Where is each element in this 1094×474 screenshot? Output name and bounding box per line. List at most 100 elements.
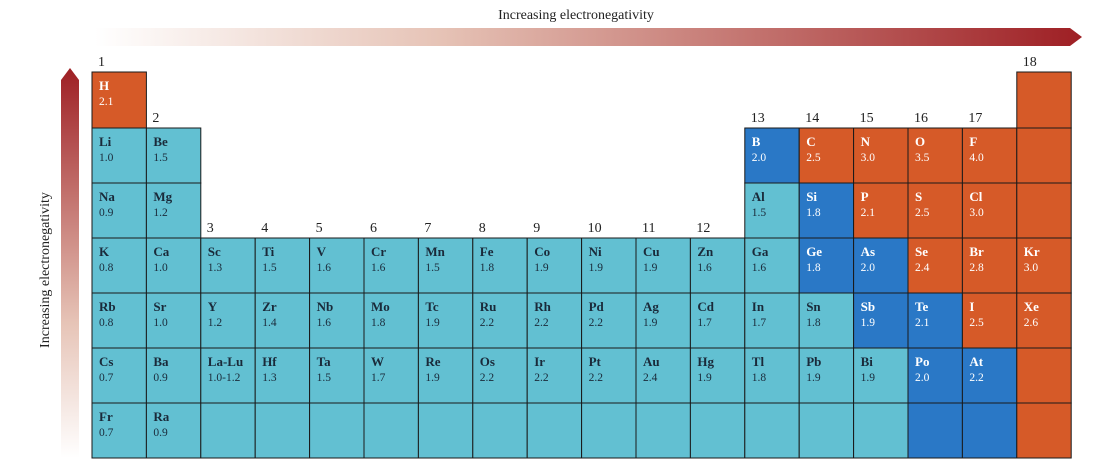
element-cell-la-lu: La-Lu 1.0-1.2 bbox=[200, 347, 256, 404]
element-cell-po: Po 2.0 bbox=[907, 347, 963, 404]
electronegativity-value: 1.9 bbox=[643, 262, 658, 274]
cell-background bbox=[254, 237, 311, 294]
element-cell-n: N 3.0 bbox=[853, 127, 909, 184]
cell-background bbox=[200, 402, 256, 459]
element-symbol: Ir bbox=[534, 354, 545, 369]
element-cell-ga: Ga 1.6 bbox=[744, 237, 800, 294]
element-cell-te: Te 2.1 bbox=[907, 292, 963, 349]
element-cell-na: Na 0.9 bbox=[91, 182, 147, 239]
element-symbol: Sb bbox=[861, 299, 875, 314]
cell-background bbox=[907, 402, 963, 459]
group-number-7: 7 bbox=[424, 221, 431, 236]
element-cell-al: Al 1.5 bbox=[744, 182, 800, 239]
element-cell-blank bbox=[961, 402, 1018, 459]
group-number-13: 13 bbox=[751, 111, 765, 126]
cell-background bbox=[798, 182, 855, 239]
group-number-12: 12 bbox=[696, 221, 710, 236]
element-cell-co: Co 1.9 bbox=[526, 237, 583, 294]
element-symbol: Na bbox=[99, 189, 115, 204]
cell-background bbox=[472, 402, 528, 459]
group-number-18: 18 bbox=[1023, 55, 1037, 70]
element-symbol: Zn bbox=[697, 244, 714, 259]
cell-background bbox=[1016, 182, 1072, 239]
element-cell-bi: Bi 1.9 bbox=[853, 347, 909, 404]
group-number-5: 5 bbox=[316, 221, 323, 236]
element-symbol: K bbox=[99, 244, 110, 259]
cell-background bbox=[200, 237, 256, 294]
element-cell-blank bbox=[363, 402, 419, 459]
cell-background bbox=[91, 402, 147, 459]
cell-background bbox=[581, 237, 637, 294]
element-symbol: S bbox=[915, 189, 922, 204]
element-cell-blank bbox=[798, 402, 855, 459]
element-cell-h: H 2.1 bbox=[91, 71, 147, 129]
element-symbol: Pb bbox=[806, 354, 821, 369]
electronegativity-value: 2.0 bbox=[915, 372, 930, 384]
element-cell-ca: Ca 1.0 bbox=[145, 237, 202, 294]
element-symbol: Zr bbox=[262, 299, 277, 314]
element-cell-si: Si 1.8 bbox=[798, 182, 855, 239]
element-symbol: Br bbox=[969, 244, 984, 259]
element-symbol: Po bbox=[915, 354, 929, 369]
element-symbol: N bbox=[861, 134, 871, 149]
element-cell-y: Y 1.2 bbox=[200, 292, 256, 349]
cell-background bbox=[907, 237, 963, 294]
electronegativity-value: 1.9 bbox=[425, 372, 440, 384]
element-cell-kr: Kr 3.0 bbox=[1016, 237, 1072, 294]
electronegativity-value: 1.6 bbox=[317, 262, 332, 274]
element-symbol: Cd bbox=[697, 299, 714, 314]
element-cell-blank bbox=[200, 402, 256, 459]
element-cell-cd: Cd 1.7 bbox=[689, 292, 746, 349]
element-symbol: C bbox=[806, 134, 815, 149]
cell-background bbox=[526, 402, 583, 459]
element-cell-ti: Ti 1.5 bbox=[254, 237, 311, 294]
cell-background bbox=[907, 182, 963, 239]
element-cell-ni: Ni 1.9 bbox=[581, 237, 637, 294]
element-symbol: Si bbox=[806, 189, 817, 204]
element-symbol: Ti bbox=[262, 244, 274, 259]
element-symbol: Kr bbox=[1024, 244, 1040, 259]
electronegativity-value: 0.8 bbox=[99, 317, 114, 329]
element-symbol: Mg bbox=[153, 189, 172, 204]
element-symbol: B bbox=[752, 134, 761, 149]
cell-background bbox=[91, 127, 147, 184]
electronegativity-value: 2.8 bbox=[969, 262, 984, 274]
element-cell-pt: Pt 2.2 bbox=[581, 347, 637, 404]
electronegativity-value: 1.4 bbox=[262, 317, 277, 329]
cell-background bbox=[853, 127, 909, 184]
electronegativity-value: 2.2 bbox=[480, 317, 495, 329]
element-symbol: Hf bbox=[262, 354, 277, 369]
element-cell-v: V 1.6 bbox=[309, 237, 365, 294]
electronegativity-value: 2.2 bbox=[969, 372, 984, 384]
electronegativity-value: 4.0 bbox=[969, 152, 984, 164]
electronegativity-value: 1.6 bbox=[317, 317, 332, 329]
element-cell-blank bbox=[581, 402, 637, 459]
element-symbol: Nb bbox=[317, 299, 334, 314]
cell-background bbox=[744, 127, 800, 184]
electronegativity-value: 1.0 bbox=[153, 317, 168, 329]
electronegativity-value: 2.2 bbox=[589, 317, 604, 329]
electronegativity-value: 1.0 bbox=[153, 262, 168, 274]
element-symbol: Hg bbox=[697, 354, 714, 369]
electronegativity-value: 2.1 bbox=[861, 207, 876, 219]
element-cell-cu: Cu 1.9 bbox=[635, 237, 691, 294]
element-cell-blank bbox=[1016, 71, 1072, 129]
electronegativity-value: 2.5 bbox=[806, 152, 821, 164]
element-cell-blank bbox=[526, 402, 583, 459]
element-cell-i: I 2.5 bbox=[961, 292, 1018, 349]
element-cell-ba: Ba 0.9 bbox=[145, 347, 202, 404]
electronegativity-value: 2.0 bbox=[752, 152, 767, 164]
cell-background bbox=[853, 182, 909, 239]
electronegativity-value: 2.4 bbox=[915, 262, 930, 274]
element-symbol: At bbox=[969, 354, 983, 369]
electronegativity-value: 1.7 bbox=[752, 317, 767, 329]
cell-background bbox=[961, 182, 1018, 239]
electronegativity-value: 1.8 bbox=[371, 317, 386, 329]
horizontal-arrow bbox=[95, 28, 1082, 46]
electronegativity-value: 1.8 bbox=[480, 262, 495, 274]
cell-background bbox=[254, 402, 311, 459]
element-symbol: Ba bbox=[153, 354, 169, 369]
electronegativity-value: 1.8 bbox=[752, 372, 767, 384]
electronegativity-value: 3.0 bbox=[969, 207, 984, 219]
